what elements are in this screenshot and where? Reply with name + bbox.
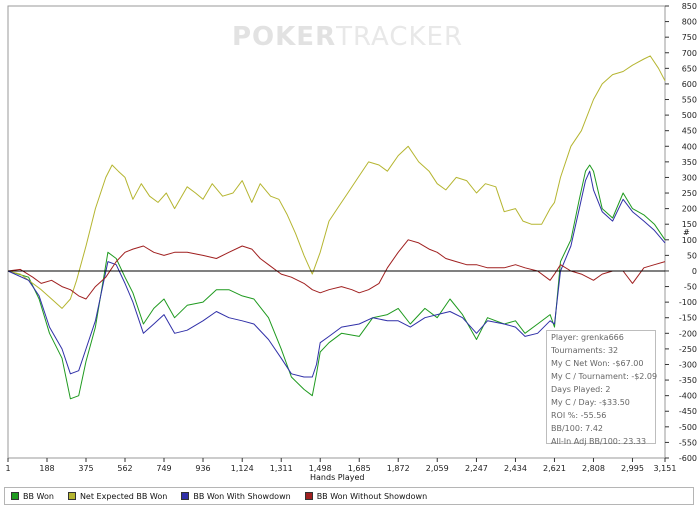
stat-net-won: My C Net Won: -$67.00	[551, 359, 644, 368]
x-tick-label: 1,872	[387, 464, 410, 473]
x-tick-label: 2,247	[465, 464, 488, 473]
y-tick-label: -250	[679, 345, 697, 354]
legend-swatch-with-showdown	[181, 492, 190, 500]
series-line-net-expected-bb-won	[7, 55, 666, 309]
x-tick-label: 1	[5, 464, 10, 473]
y-tick-label: 200	[682, 205, 697, 214]
x-tick-label: 749	[156, 464, 171, 473]
y-tick-label: 700	[682, 49, 697, 58]
x-tick-label: 1,498	[309, 464, 332, 473]
y-tick-label: -450	[679, 407, 697, 416]
legend-item-without-showdown[interactable]: BB Won Without Showdown	[304, 491, 428, 501]
stat-days-played: Days Played: 2	[551, 385, 611, 394]
y-tick-label: 250	[682, 189, 697, 198]
legend-item-net-expected[interactable]: Net Expected BB Won	[67, 491, 168, 501]
y-tick-label: -50	[684, 283, 697, 292]
y-tick-label: -300	[679, 360, 697, 369]
legend-swatch-net-expected	[67, 492, 76, 500]
x-tick-label: 375	[78, 464, 93, 473]
y-tick-label: -550	[679, 438, 697, 447]
y-tick-label: 500	[682, 111, 697, 120]
x-tick-label: 2,808	[582, 464, 605, 473]
x-axis-title: Hands Played	[310, 473, 365, 482]
y-tick-label: 400	[682, 142, 697, 151]
y-axis: -600-550-500-450-400-350-300-250-200-150…	[665, 2, 697, 463]
y-tick-label: 0	[692, 267, 697, 276]
y-tick-label: 450	[682, 127, 697, 136]
x-tick-label: 1,685	[348, 464, 371, 473]
chart-legend: BB Won Net Expected BB Won BB Won With S…	[4, 487, 694, 505]
y-tick-label: 600	[682, 80, 697, 89]
legend-item-bb-won[interactable]: BB Won	[11, 492, 54, 501]
y-tick-label: 100	[682, 236, 697, 245]
y-tick-label: 850	[682, 2, 697, 11]
x-tick-label: 188	[39, 464, 54, 473]
y-tick-label: 50	[687, 251, 697, 260]
x-tick-label: 1,124	[231, 464, 254, 473]
legend-label: Net Expected BB Won	[79, 491, 168, 501]
y-tick-label: -600	[679, 454, 697, 463]
y-tick-label: -400	[679, 392, 697, 401]
legend-label: BB Won With Showdown	[193, 491, 291, 501]
legend-swatch-without-showdown	[304, 492, 313, 500]
x-tick-label: 2,995	[621, 464, 644, 473]
player-stats-box: Player: grenka666 Tournaments: 32 My C N…	[546, 330, 658, 446]
y-tick-label: -200	[679, 329, 697, 338]
y-tick-label: 750	[682, 33, 697, 42]
series-line-bb-won	[7, 164, 666, 400]
pokertracker-watermark: POKERTRACKER	[232, 22, 463, 52]
stat-allin-bb100: All-In Adj BB/100: 23.33	[551, 437, 647, 446]
legend-item-with-showdown[interactable]: BB Won With Showdown	[181, 491, 291, 501]
y-tick-label: -100	[679, 298, 697, 307]
series-line-bb-won-with-showdown	[7, 170, 666, 378]
y-tick-label: -500	[679, 423, 697, 432]
legend-label: BB Won Without Showdown	[316, 491, 428, 501]
x-tick-label: 2,621	[543, 464, 566, 473]
x-tick-label: 562	[117, 464, 132, 473]
x-tick-label: 2,434	[504, 464, 527, 473]
watermark-bold: POKER	[232, 22, 337, 52]
stat-per-day: My C / Day: -$33.50	[551, 398, 630, 407]
y-tick-label: 650	[682, 64, 697, 73]
y-tick-label: 300	[682, 173, 697, 182]
y-tick-label: 150	[682, 220, 697, 229]
x-axis: 1 188 375 562 749 936 1,124 1,311 1,498 1,685 1,87…	[5, 458, 676, 473]
y-tick-label: 350	[682, 158, 697, 167]
stat-per-tournament: My C / Tournament: -$2.09	[551, 372, 658, 381]
y-tick-label: 550	[682, 96, 697, 105]
x-tick-label: 936	[195, 464, 210, 473]
x-tick-label: 2,059	[426, 464, 449, 473]
stat-roi: ROI %: -55.56	[551, 411, 607, 420]
stat-bb100: BB/100: 7.42	[551, 424, 603, 433]
y-tick-label: -350	[679, 376, 697, 385]
stat-tournaments: Tournaments: 32	[551, 346, 619, 355]
legend-label: BB Won	[23, 491, 54, 501]
y-tick-label: -150	[679, 314, 697, 323]
x-tick-label: 3,151	[654, 464, 677, 473]
x-tick-label: 1,311	[270, 464, 293, 473]
y-tick-label: 800	[682, 18, 697, 27]
y-axis-title: #	[683, 228, 690, 237]
watermark-thin: TRACKER	[336, 22, 464, 52]
legend-swatch-bb-won	[11, 492, 19, 500]
series-layer	[7, 55, 666, 400]
stat-player: Player: grenka666	[551, 333, 624, 342]
